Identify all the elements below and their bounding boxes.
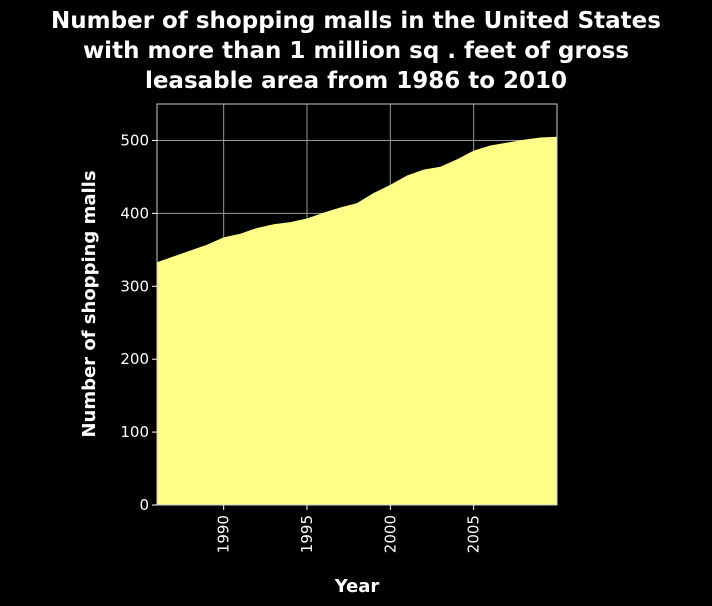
y-tick-label-100: 100 <box>120 423 149 441</box>
x-tick-label-1990: 1990 <box>215 515 233 553</box>
y-tick-label-300: 300 <box>120 277 149 295</box>
x-axis-label: Year <box>334 576 380 597</box>
chart-title-line-1: Number of shopping malls in the United S… <box>51 8 661 34</box>
plot-frame <box>156 103 558 506</box>
chart-title: Number of shopping malls in the United S… <box>0 6 712 96</box>
y-tick-label-400: 400 <box>120 204 149 222</box>
y-tick-label-200: 200 <box>120 350 149 368</box>
x-tick-label-2000: 2000 <box>381 515 399 553</box>
chart-title-line-3: leasable area from 1986 to 2010 <box>144 68 568 94</box>
y-axis-label: Number of shopping malls <box>79 170 100 437</box>
y-axis-ticks: 0 100 200 300 400 500 <box>120 131 157 514</box>
area-series <box>157 136 557 506</box>
x-axis-ticks: 1990 1995 2000 2005 <box>215 505 483 553</box>
y-tick-label-500: 500 <box>120 131 149 149</box>
x-tick-label-2005: 2005 <box>465 515 483 553</box>
x-tick-label-1995: 1995 <box>298 515 316 553</box>
chart-title-line-2: with more than 1 million sq . feet of gr… <box>82 38 630 64</box>
y-tick-label-0: 0 <box>139 496 149 514</box>
